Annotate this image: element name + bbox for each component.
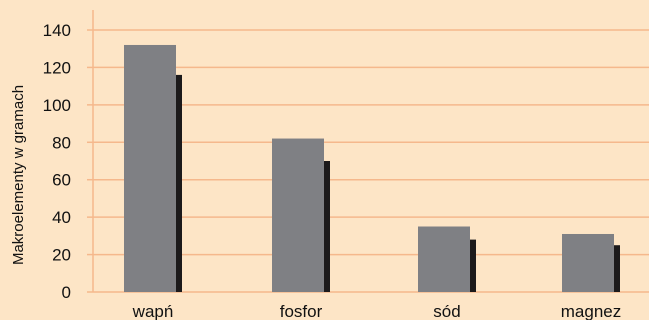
- gridlines: [93, 29, 649, 256]
- y-tick-label-120: 120: [43, 58, 71, 77]
- labels: 0 20 40 60 80 100 120 140 wapń fosfor sód magnez: [43, 21, 622, 320]
- y-tick-label-40: 40: [52, 208, 71, 227]
- y-tick-label-140: 140: [43, 21, 71, 40]
- bars: [124, 44, 620, 293]
- category-label-3: magnez: [561, 302, 621, 320]
- y-tick-label-0: 0: [62, 283, 71, 302]
- y-tick-label-60: 60: [52, 171, 71, 190]
- bar-front-2: [418, 226, 470, 292]
- y-tick-label-20: 20: [52, 246, 71, 265]
- bar-front-1: [272, 138, 324, 292]
- axes: [87, 10, 649, 293]
- y-tick-label-80: 80: [52, 133, 71, 152]
- y-tick-label-100: 100: [43, 96, 71, 115]
- y-axis-title: Makroelementy w gramach: [10, 85, 27, 265]
- bar-front-3: [562, 233, 614, 292]
- category-label-0: wapń: [132, 302, 174, 320]
- bar-front-0: [124, 44, 176, 292]
- category-label-2: sód: [433, 302, 460, 320]
- category-label-1: fosfor: [280, 302, 323, 320]
